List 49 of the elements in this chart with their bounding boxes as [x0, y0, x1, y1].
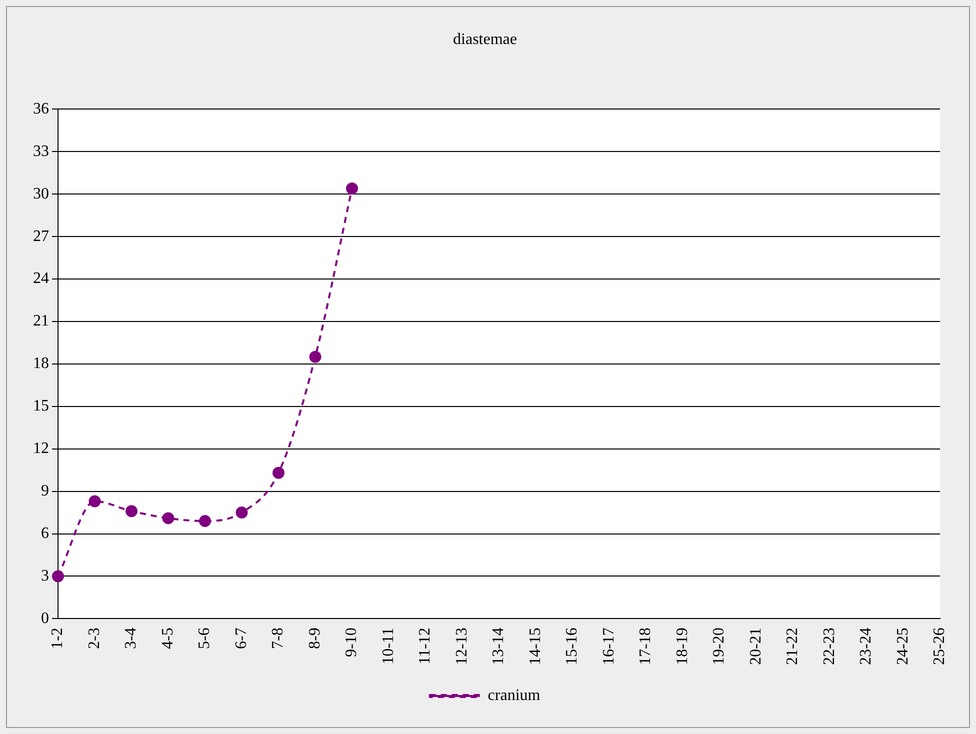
point — [126, 505, 138, 518]
point — [199, 515, 211, 528]
x-tick-label: 3-4 — [122, 628, 140, 649]
chart-title: diastemae — [453, 30, 517, 48]
x-tick-label: 19-20 — [710, 628, 728, 665]
x-tick-label: 7-8 — [270, 628, 287, 649]
x-tick-label: 4-5 — [159, 628, 176, 649]
y-tick-label: 24 — [33, 270, 49, 288]
y-tick-label: 3 — [41, 567, 49, 584]
x-tick-label: 13-14 — [490, 628, 508, 665]
x-tick-label: 6-7 — [232, 628, 250, 649]
x-tick-label: 22-23 — [820, 628, 838, 665]
x-tick-label: 21-22 — [784, 628, 802, 665]
x-tick-label: 8-9 — [306, 628, 324, 649]
x-tick-label: 1-2 — [49, 628, 66, 649]
x-tick-label: 11-12 — [416, 628, 434, 664]
x-tick-label: 2-3 — [86, 628, 103, 649]
y-tick-label: 21 — [33, 312, 49, 330]
point — [236, 506, 248, 519]
x-tick-label: 15-16 — [564, 628, 581, 665]
x-tick-label: 10-11 — [380, 628, 397, 664]
x-tick-label: 18-19 — [674, 628, 691, 665]
y-tick-label: 12 — [33, 440, 49, 458]
point — [88, 495, 101, 508]
x-tick-label: 23-24 — [858, 628, 875, 665]
x-tick-label: 12-13 — [453, 628, 470, 665]
x-tick-label: 25-26 — [931, 628, 948, 665]
y-tick-label: 9 — [41, 482, 49, 500]
point — [309, 350, 322, 363]
legend-label: cranium — [488, 687, 541, 704]
x-tick-label: 9-10 — [343, 628, 360, 657]
x-tick-label: 5-6 — [196, 628, 214, 649]
y-tick-label: 18 — [33, 355, 49, 372]
y-tick-label: 15 — [33, 398, 49, 415]
point — [346, 182, 358, 194]
point — [272, 466, 284, 479]
x-tick-label: 24-25 — [894, 628, 912, 665]
y-tick-label: 6 — [41, 524, 49, 542]
point — [52, 570, 64, 582]
point — [162, 512, 174, 524]
x-tick-label: 20-21 — [747, 628, 764, 665]
y-tick-label: 36 — [33, 100, 49, 118]
x-tick-label: 16-17 — [600, 628, 618, 665]
y-tick-label: 0 — [41, 610, 49, 627]
x-tick-label: 17-18 — [637, 628, 654, 665]
y-tick-label: 27 — [33, 228, 49, 245]
y-tick-label: 30 — [33, 185, 49, 202]
y-tick-label: 33 — [33, 142, 49, 160]
x-tick-label: 14-15 — [526, 628, 544, 665]
